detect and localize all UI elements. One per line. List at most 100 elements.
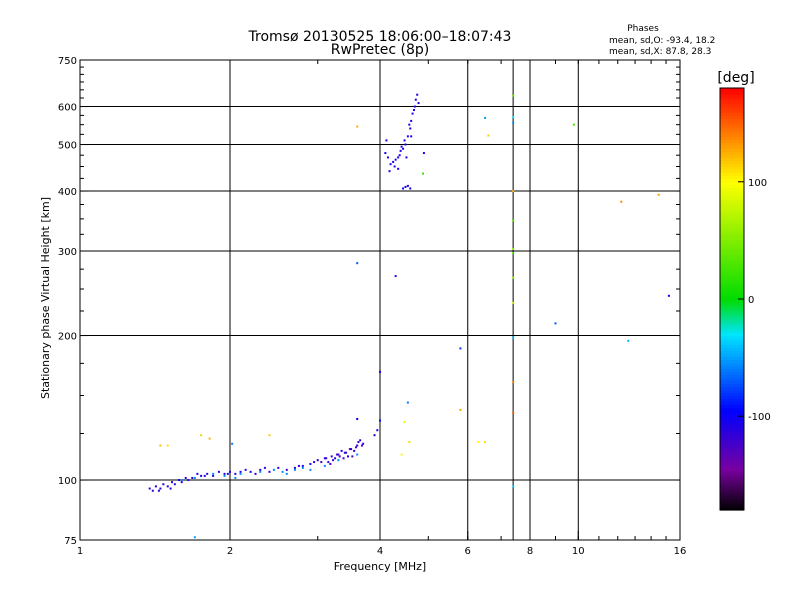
data-point (388, 170, 391, 173)
colorbar-segment (720, 292, 744, 297)
data-point (403, 421, 406, 424)
colorbar-segment (720, 175, 744, 180)
data-point (356, 125, 359, 128)
colorbar-segment (720, 434, 744, 439)
colorbar-segment (720, 256, 744, 261)
x-tick-label: 2 (227, 546, 233, 557)
data-point (394, 158, 397, 161)
colorbar-segment (720, 184, 744, 189)
data-point (293, 466, 296, 469)
data-point (512, 381, 515, 384)
data-point (512, 411, 515, 414)
colorbar-segment (720, 259, 744, 264)
data-point (512, 301, 515, 304)
colorbar-segment (720, 392, 744, 397)
data-point (234, 472, 237, 475)
data-point (406, 135, 409, 138)
colorbar-segment (720, 323, 744, 327)
data-point (487, 134, 490, 137)
data-point (285, 472, 288, 475)
colorbar-segment (720, 145, 744, 149)
data-point (397, 167, 400, 170)
colorbar-segment (720, 425, 744, 430)
colorbar-segment (720, 262, 744, 267)
y-tick-label: 750 (58, 56, 77, 67)
data-point (327, 461, 330, 464)
data-point (402, 187, 405, 190)
colorbar-segment (720, 362, 744, 366)
data-point (180, 481, 183, 484)
x-tick-label: 16 (674, 546, 687, 557)
colorbar-segment (720, 112, 744, 116)
colorbar-segment (720, 386, 744, 391)
grid-lines (80, 60, 680, 540)
colorbar-segment (720, 193, 744, 198)
colorbar-segment (720, 359, 744, 363)
data-point (373, 434, 376, 437)
colorbar-segment (720, 320, 744, 324)
colorbar-segment (720, 187, 744, 192)
data-point (212, 474, 215, 477)
colorbar-segment (720, 166, 744, 170)
colorbar-segment (720, 244, 744, 249)
data-point (512, 116, 515, 119)
colorbar-segment (720, 271, 744, 276)
colorbar-segment (720, 268, 744, 273)
colorbar-segment (720, 347, 744, 351)
data-point (277, 466, 280, 469)
chart-subtitle: RwPretec (8p) (331, 42, 429, 58)
colorbar-segment (720, 157, 744, 161)
data-point (362, 442, 365, 445)
colorbar-segment (720, 377, 744, 381)
colorbar-segment (720, 274, 744, 279)
colorbar-segment (720, 253, 744, 258)
colorbar-segment (720, 374, 744, 378)
data-point (512, 121, 515, 124)
colorbar-segment (720, 172, 744, 177)
data-point (313, 461, 316, 464)
data-point (379, 370, 381, 373)
data-point (330, 455, 333, 458)
data-point (148, 487, 151, 490)
data-point (151, 489, 154, 492)
data-point (223, 472, 226, 475)
colorbar-segment (720, 503, 744, 508)
colorbar-segment (720, 169, 744, 173)
colorbar-segment (720, 368, 744, 372)
colorbar-segment (720, 178, 744, 183)
colorbar-segment (720, 277, 744, 282)
colorbar-segment (720, 398, 744, 403)
data-point (171, 481, 174, 484)
data-point (389, 163, 392, 166)
data-point (206, 472, 209, 475)
colorbar-segment (720, 305, 744, 309)
colorbar-segment (720, 265, 744, 270)
colorbar-tick-label: -100 (748, 412, 771, 423)
data-point (223, 474, 226, 477)
colorbar-segment (720, 223, 744, 228)
colorbar-segment (720, 407, 744, 412)
colorbar-segment (720, 97, 744, 101)
data-point (301, 464, 304, 467)
colorbar-segment (720, 314, 744, 318)
colorbar-segment (720, 211, 744, 216)
chart-title: Tromsø 20130525 18:06:00–18:07:43 (248, 29, 512, 45)
colorbar-segment (720, 214, 744, 219)
colorbar-segment (720, 232, 744, 237)
data-point (208, 437, 211, 440)
colorbar-segment (720, 419, 744, 424)
data-point (414, 98, 417, 101)
data-point (384, 152, 387, 155)
data-point (297, 464, 300, 467)
colorbar-segment (720, 440, 744, 445)
colorbar-segment (720, 494, 744, 499)
data-point (293, 468, 296, 471)
data-point (337, 453, 340, 456)
colorbar-segment (720, 115, 744, 119)
x-tick-label: 1 (77, 546, 83, 557)
colorbar-segment (720, 151, 744, 155)
colorbar-segment (720, 139, 744, 143)
colorbar: 100 0 -100 (719, 87, 771, 511)
colorbar-segment (720, 467, 744, 472)
data-point (512, 94, 515, 97)
